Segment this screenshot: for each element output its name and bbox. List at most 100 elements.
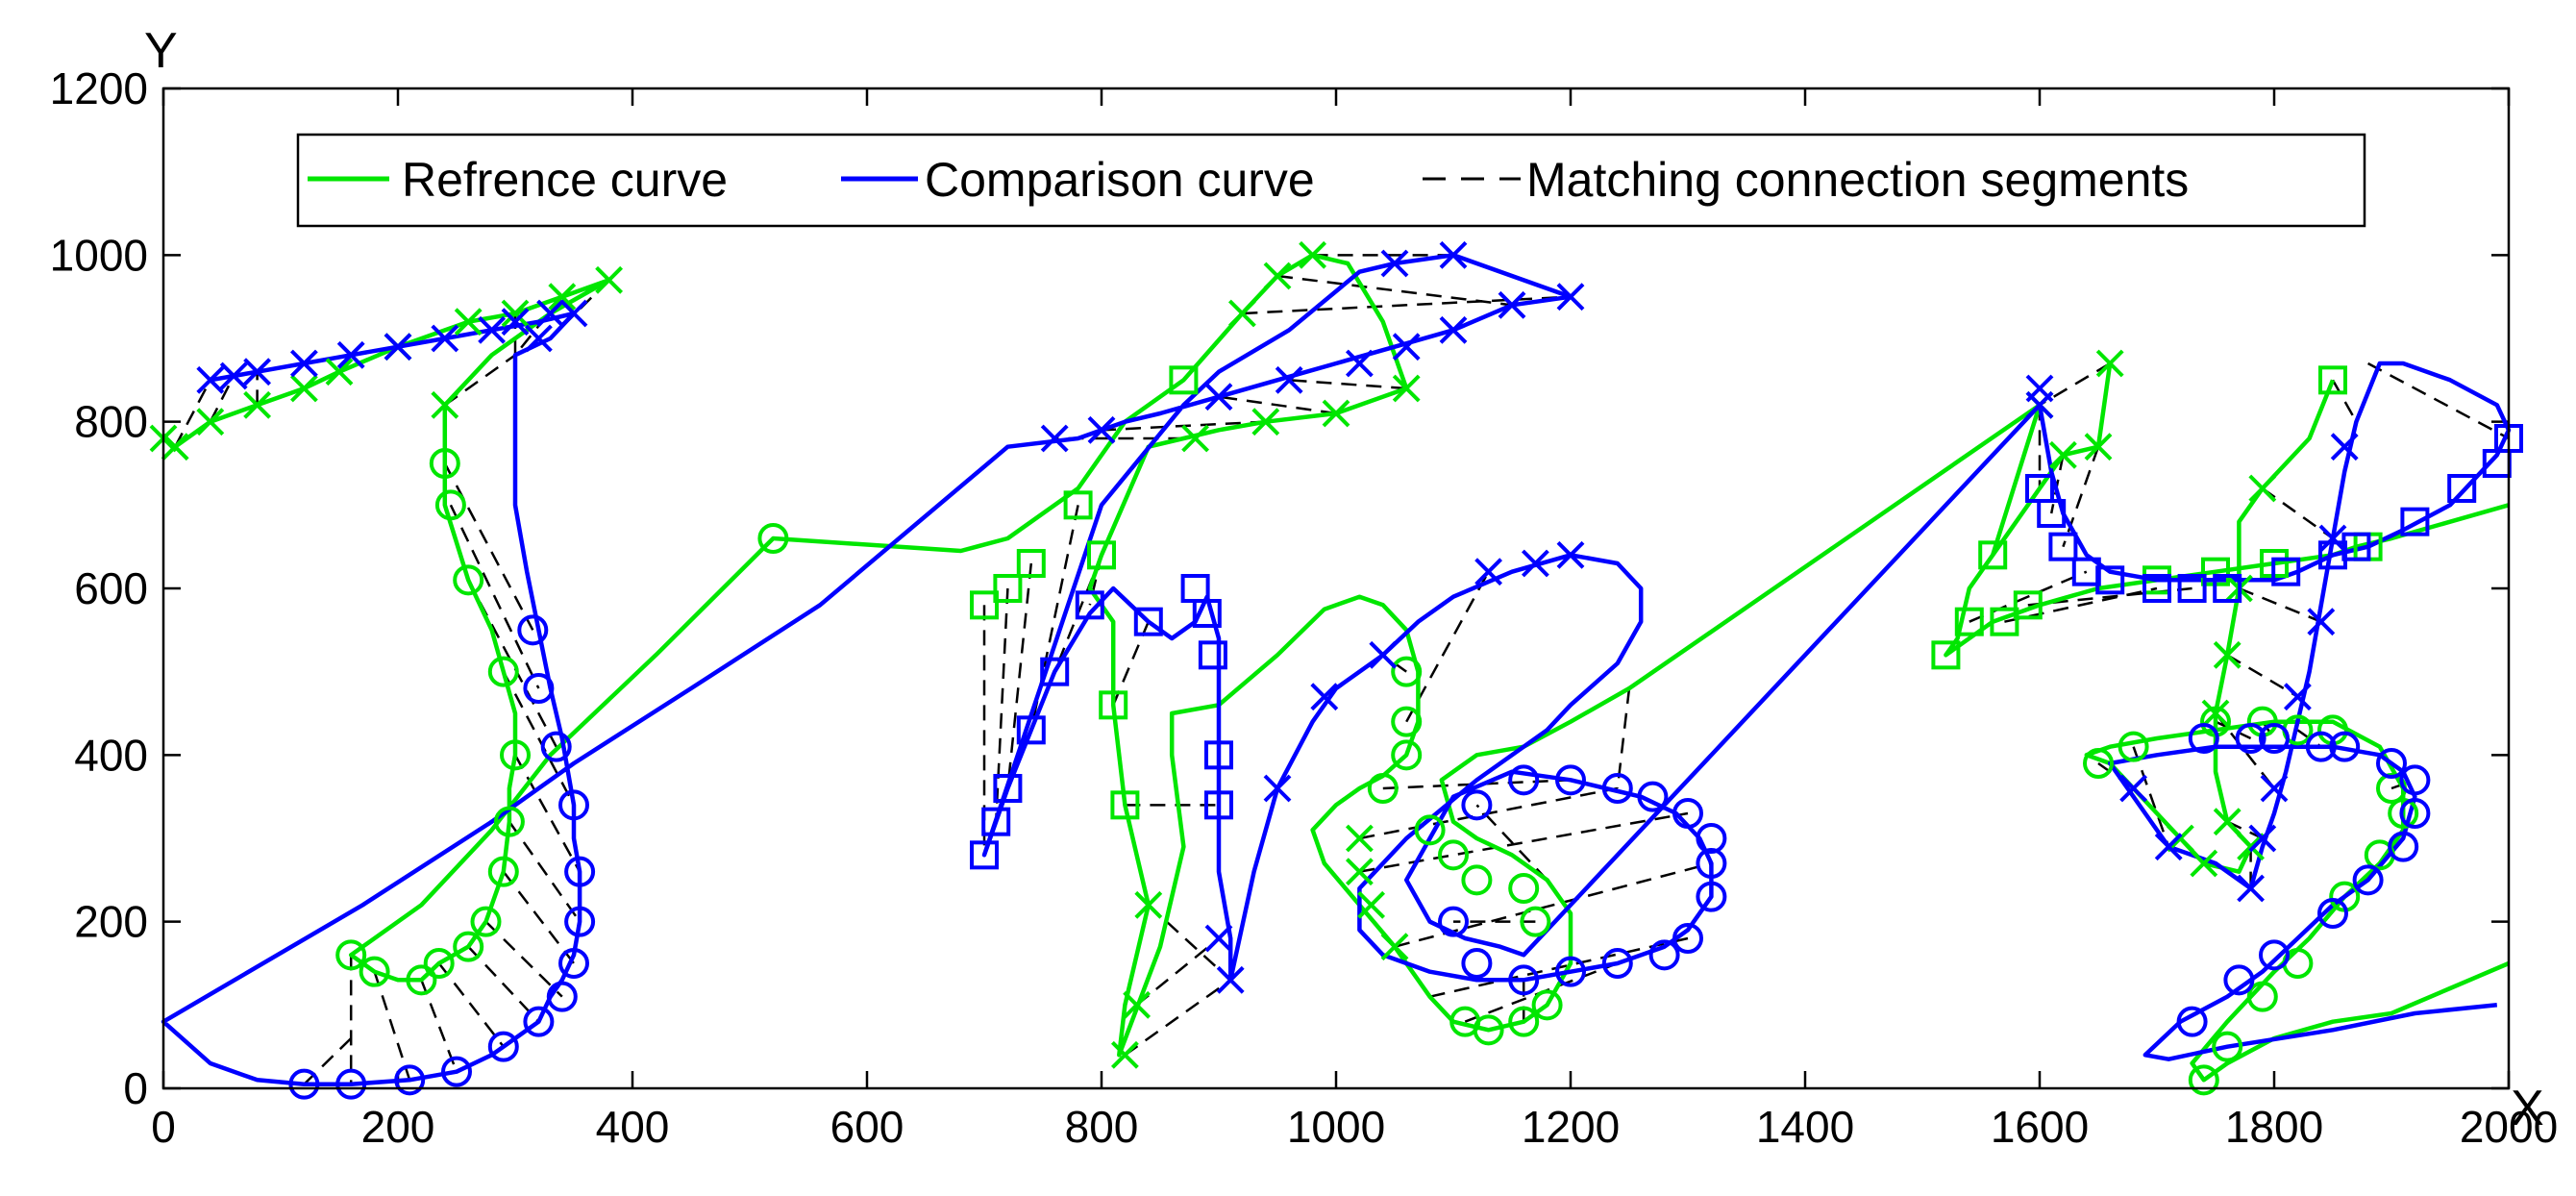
circle-marker	[1461, 789, 1493, 821]
circle-marker	[359, 956, 390, 987]
circle-marker	[2376, 748, 2407, 779]
circle-marker	[1520, 906, 1551, 937]
square-marker	[1040, 657, 1070, 686]
square-marker	[2318, 365, 2347, 395]
matching-segment	[1475, 804, 1548, 882]
x-marker	[431, 324, 459, 353]
x-marker	[2260, 774, 2289, 803]
square-marker	[1198, 640, 1227, 670]
matching-segment	[209, 375, 235, 423]
x-marker	[595, 265, 624, 294]
circle-marker	[564, 906, 596, 937]
x-marker	[2237, 874, 2266, 903]
x-marker	[1521, 549, 1549, 578]
circle-marker	[546, 981, 578, 1012]
circle-marker	[441, 1056, 472, 1087]
x-marker	[1275, 365, 1303, 394]
circle-marker	[453, 931, 484, 962]
matching-segment	[449, 504, 540, 689]
x-marker	[2307, 608, 2336, 636]
circle-marker	[2399, 798, 2431, 829]
x-marker	[559, 299, 588, 328]
square-marker	[2447, 474, 2477, 503]
circle-marker	[2305, 731, 2337, 762]
circle-marker	[1648, 939, 1680, 971]
matching-segment	[502, 671, 576, 806]
square-marker	[1099, 690, 1128, 720]
x-marker	[289, 374, 318, 403]
matching-segment	[1147, 904, 1232, 982]
x-marker	[161, 433, 189, 461]
x-axis-label: X	[2511, 1081, 2544, 1136]
matching-segment	[1969, 570, 2088, 623]
x-marker	[2048, 440, 2077, 469]
square-marker	[2095, 565, 2125, 595]
square-marker	[2177, 574, 2207, 603]
circle-marker	[406, 964, 437, 996]
square-marker	[1169, 365, 1199, 395]
curve-stroke	[161, 253, 2510, 1058]
circle-marker	[1438, 906, 1469, 937]
x-marker	[1380, 249, 1409, 278]
x-marker	[1227, 299, 1256, 328]
circle-marker	[434, 489, 466, 521]
matching-segment	[443, 462, 534, 631]
circle-marker	[487, 1031, 519, 1062]
x-marker	[1556, 283, 1585, 311]
x-marker	[1181, 424, 1210, 453]
circle-marker	[1555, 764, 1586, 796]
matching-segment	[2049, 455, 2065, 514]
x-marker	[384, 333, 412, 361]
circle-marker	[1637, 781, 1669, 812]
matching-segment	[2238, 586, 2322, 623]
circle-marker	[1555, 956, 1586, 987]
matching-segment	[2215, 720, 2252, 740]
matching-segment	[508, 820, 582, 923]
x-marker	[2095, 349, 2124, 378]
legend-label-comparison: Comparison curve	[925, 153, 1315, 207]
matching-segment	[513, 754, 582, 873]
circle-marker	[1461, 948, 1493, 979]
matching-segment	[2062, 446, 2100, 548]
matching-segment	[303, 1037, 353, 1085]
circle-marker	[1391, 739, 1423, 771]
circle-marker	[1367, 773, 1399, 804]
legend-label-matching: Matching connection segments	[1526, 153, 2189, 207]
x-marker	[1299, 240, 1327, 269]
x-marker	[2248, 474, 2277, 503]
circle-marker	[429, 448, 460, 479]
x-tick-label: 2000	[2460, 1102, 2558, 1152]
x-tick-label: 1200	[1522, 1102, 1620, 1152]
circle-marker	[1601, 773, 1633, 804]
matching-segment	[1242, 295, 1572, 315]
circle-marker	[1508, 873, 1540, 904]
x-marker	[2201, 699, 2230, 728]
circle-marker	[523, 1006, 555, 1037]
circle-marker	[2212, 1031, 2243, 1062]
x-tick-label: 1400	[1756, 1102, 1854, 1152]
matching-segment	[994, 587, 1009, 822]
square-marker	[1931, 640, 1961, 670]
marker-group-circle	[335, 448, 2419, 1096]
circle-marker	[2259, 723, 2290, 754]
circle-marker	[2235, 723, 2266, 754]
circle-marker	[1696, 848, 1727, 879]
square-marker	[2213, 574, 2242, 603]
x-tick-label: 1600	[1991, 1102, 2089, 1152]
y-tick-label: 400	[74, 730, 148, 780]
x-marker	[1369, 640, 1398, 669]
circle-marker	[558, 948, 589, 979]
circle-marker	[1508, 764, 1540, 796]
circle-marker	[1438, 839, 1469, 871]
circle-marker	[1601, 948, 1633, 979]
matching-segment	[1218, 395, 1337, 415]
x-marker	[548, 283, 577, 311]
matching-segment	[1029, 505, 1079, 731]
circle-marker	[470, 906, 502, 937]
matching-segment	[2226, 820, 2264, 840]
circle-marker	[1391, 706, 1423, 737]
x-marker	[219, 361, 248, 390]
matching-segment	[2331, 379, 2358, 423]
x-marker	[1345, 824, 1374, 853]
x-marker	[243, 358, 272, 386]
